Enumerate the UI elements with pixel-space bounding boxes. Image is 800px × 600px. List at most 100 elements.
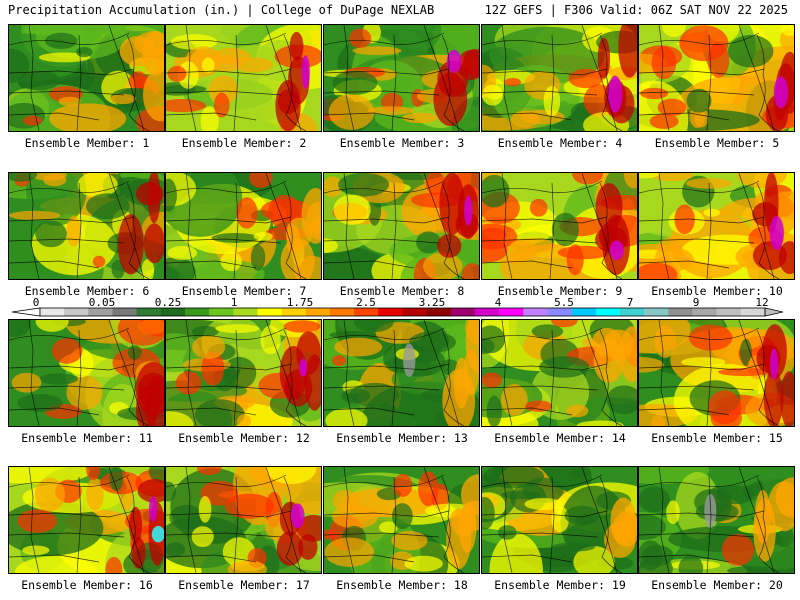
- ensemble-member-caption: Ensemble Member: 13: [336, 431, 468, 445]
- precip-map: [9, 467, 164, 573]
- precip-map: [482, 467, 637, 573]
- colorbar-segment: [185, 308, 210, 316]
- colorbar-segment: [595, 308, 621, 316]
- colorbar-segment: [402, 308, 428, 316]
- ensemble-member-caption: Ensemble Member: 20: [651, 578, 783, 592]
- colorbar-segment: [450, 308, 476, 316]
- header-title: Precipitation Accumulation (in.) | Colle…: [8, 3, 435, 17]
- ensemble-member-caption: Ensemble Member: 8: [339, 284, 465, 298]
- colorbar-strip: [11, 307, 784, 317]
- precip-map: [166, 173, 321, 279]
- precip-map: [166, 320, 321, 426]
- precip-map: [324, 320, 479, 426]
- colorbar-tick-label: 1.75: [286, 296, 314, 309]
- ensemble-map-panel: [8, 172, 165, 280]
- colorbar-segment: [281, 308, 307, 316]
- colorbar-tick-label: 0.25: [154, 296, 182, 309]
- precip-map: [482, 320, 637, 426]
- colorbar-segment: [644, 308, 669, 316]
- ensemble-member-caption: Ensemble Member: 7: [181, 284, 307, 298]
- colorbar-tick-label: 0: [32, 296, 40, 309]
- precip-map: [482, 25, 637, 131]
- header-model-info: 12Z GEFS | F306 Valid: 06Z SAT NOV 22 20…: [484, 3, 788, 17]
- ensemble-member-caption: Ensemble Member: 15: [651, 431, 783, 445]
- colorbar-segment: [740, 308, 766, 316]
- colorbar-tick-label: 2.5: [356, 296, 376, 309]
- colorbar-segment: [257, 308, 283, 316]
- ensemble-member-caption: Ensemble Member: 10: [651, 284, 783, 298]
- colorbar-segment: [330, 308, 355, 316]
- ensemble-member-caption: Ensemble Member: 16: [21, 578, 153, 592]
- colorbar-tick-label: 0.05: [88, 296, 116, 309]
- precip-map: [639, 467, 794, 573]
- precip-map: [639, 320, 794, 426]
- colorbar-min-arrow: [11, 307, 41, 317]
- colorbar-segment: [523, 308, 548, 316]
- colorbar-segment: [160, 308, 186, 316]
- ensemble-map-panel: [638, 319, 795, 427]
- ensemble-member-caption: Ensemble Member: 1: [24, 136, 150, 150]
- ensemble-map-panel: [638, 466, 795, 574]
- ensemble-map-panel: [638, 172, 795, 280]
- colorbar-tick-label: 12: [755, 296, 769, 309]
- colorbar-max-arrow: [764, 307, 784, 317]
- ensemble-map-panel: [165, 172, 322, 280]
- colorbar-segment: [112, 308, 138, 316]
- colorbar-segment: [354, 308, 379, 316]
- colorbar-segment: [571, 308, 597, 316]
- ensemble-member-caption: Ensemble Member: 3: [339, 136, 465, 150]
- precip-map: [639, 25, 794, 131]
- precip-map: [482, 173, 637, 279]
- ensemble-member-caption: Ensemble Member: 4: [497, 136, 623, 150]
- ensemble-member-caption: Ensemble Member: 12: [178, 431, 310, 445]
- colorbar-tick-label: 1: [230, 296, 238, 309]
- ensemble-member-caption: Ensemble Member: 9: [497, 284, 623, 298]
- colorbar-tick-label: 7: [626, 296, 634, 309]
- ensemble-map-panel: [165, 466, 322, 574]
- ensemble-map-panel: [8, 319, 165, 427]
- precip-map: [166, 467, 321, 573]
- precip-map: [324, 25, 479, 131]
- ensemble-map-panel: [323, 24, 480, 132]
- colorbar-tick-label: 4: [494, 296, 502, 309]
- precip-map: [324, 173, 479, 279]
- colorbar-segment: [620, 308, 645, 316]
- colorbar-segment: [378, 308, 403, 316]
- colorbar-segment: [88, 308, 113, 316]
- colorbar-segment: [426, 308, 452, 316]
- ensemble-map-panel: [165, 24, 322, 132]
- precip-map: [9, 320, 164, 426]
- ensemble-map-panel: [638, 24, 795, 132]
- ensemble-member-caption: Ensemble Member: 11: [21, 431, 153, 445]
- ensemble-member-caption: Ensemble Member: 5: [654, 136, 780, 150]
- ensemble-map-panel: [323, 172, 480, 280]
- colorbar-tick-label: 3.25: [418, 296, 446, 309]
- colorbar-segment: [305, 308, 331, 316]
- ensemble-member-caption: Ensemble Member: 18: [336, 578, 468, 592]
- colorbar-segment: [716, 308, 742, 316]
- colorbar-segment: [668, 308, 693, 316]
- precip-map: [9, 173, 164, 279]
- ensemble-member-caption: Ensemble Member: 2: [181, 136, 307, 150]
- colorbar-segment: [136, 308, 162, 316]
- ensemble-member-caption: Ensemble Member: 14: [494, 431, 626, 445]
- colorbar-segment: [64, 308, 89, 316]
- colorbar-segment: [547, 308, 573, 316]
- precip-map: [324, 467, 479, 573]
- colorbar: 0 0.05 0.25 1 1.75 2.5 3.25 4 5.5 7 9 12: [0, 296, 800, 320]
- ensemble-map-panel: [8, 24, 165, 132]
- colorbar-segment: [233, 308, 258, 316]
- ensemble-map-panel: [165, 319, 322, 427]
- ensemble-map-panel: [481, 172, 638, 280]
- precip-map: [166, 25, 321, 131]
- ensemble-member-caption: Ensemble Member: 6: [24, 284, 150, 298]
- ensemble-map-panel: [481, 319, 638, 427]
- colorbar-tick-label: 9: [692, 296, 700, 309]
- ensemble-map-panel: [8, 466, 165, 574]
- colorbar-segment: [499, 308, 524, 316]
- colorbar-segment: [40, 308, 65, 316]
- colorbar-segment: [692, 308, 718, 316]
- precip-map: [9, 25, 164, 131]
- ensemble-map-panel: [481, 466, 638, 574]
- ensemble-map-panel: [323, 466, 480, 574]
